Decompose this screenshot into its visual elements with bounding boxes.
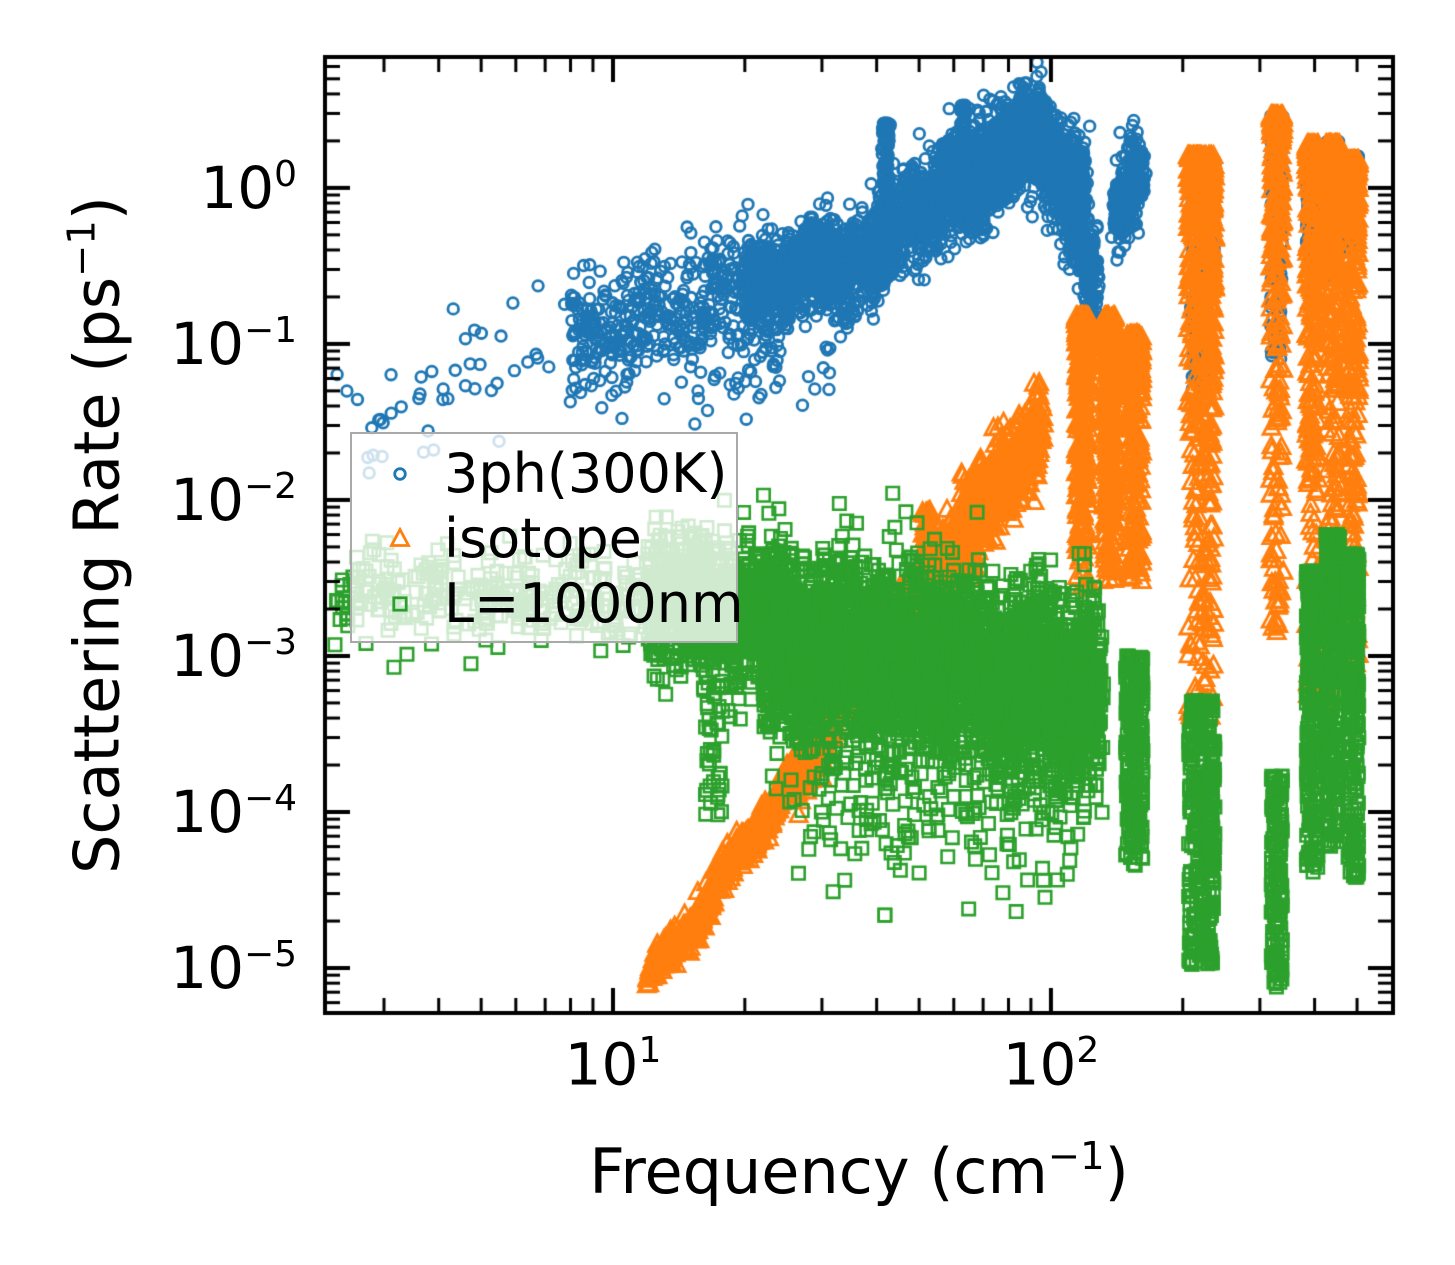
x-axis-label-sup: −1 bbox=[1047, 1134, 1105, 1180]
y-tick-label: 10−4 bbox=[170, 778, 297, 847]
triangle-marker-icon bbox=[382, 521, 418, 557]
y-tick-label: 10−5 bbox=[170, 934, 297, 1003]
x-tick-label: 102 bbox=[1002, 1030, 1100, 1099]
legend-item-isotope: isotope bbox=[352, 506, 736, 571]
x-axis-label-close: ) bbox=[1104, 1135, 1129, 1208]
y-tick-label: 10−3 bbox=[170, 622, 297, 691]
y-tick-label: 10−1 bbox=[170, 309, 297, 379]
legend-item-3ph: 3ph(300K) bbox=[352, 441, 736, 506]
square-marker-icon bbox=[382, 586, 418, 622]
legend: 3ph(300K) isotope L=1000nm bbox=[350, 432, 744, 643]
y-tick-label: 10−2 bbox=[170, 465, 297, 535]
y-axis-label-sup: −1 bbox=[59, 220, 105, 277]
legend-label-3ph: 3ph(300K) bbox=[444, 441, 728, 505]
x-tick-label: 101 bbox=[564, 1030, 662, 1099]
legend-label-isotope: isotope bbox=[444, 506, 642, 570]
legend-label-L1000nm: L=1000nm bbox=[444, 571, 744, 635]
y-axis-label: Scattering Rate (ps−1) bbox=[59, 196, 134, 874]
legend-item-L1000nm: L=1000nm bbox=[352, 571, 744, 636]
circle-marker-icon bbox=[382, 456, 418, 492]
x-axis-label-text: Frequency (cm bbox=[589, 1135, 1048, 1208]
y-tick-label: 100 bbox=[200, 153, 297, 223]
x-axis-label: Frequency (cm−1) bbox=[589, 1134, 1129, 1208]
